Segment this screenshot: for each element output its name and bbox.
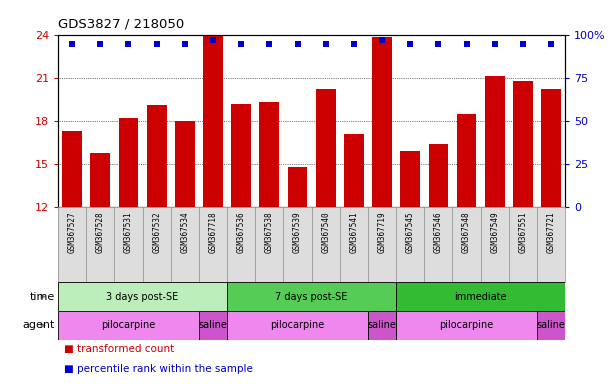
Bar [58, 282, 227, 311]
Bar [537, 311, 565, 340]
Text: GSM367545: GSM367545 [406, 211, 415, 253]
Bar [316, 89, 335, 207]
Text: GSM367528: GSM367528 [96, 211, 105, 253]
Bar [175, 121, 195, 207]
Bar [203, 36, 223, 207]
Text: GSM367546: GSM367546 [434, 211, 443, 253]
Bar [147, 105, 167, 207]
Text: GSM367532: GSM367532 [152, 211, 161, 253]
Bar [119, 118, 138, 207]
Text: GDS3827 / 218050: GDS3827 / 218050 [58, 18, 185, 31]
Point [208, 36, 218, 43]
Bar [541, 89, 561, 207]
Point [546, 41, 556, 47]
Point [518, 41, 528, 47]
Text: GSM367551: GSM367551 [518, 211, 527, 253]
Point [462, 41, 472, 47]
Point [405, 41, 415, 47]
Text: time: time [30, 291, 55, 302]
Text: GSM367531: GSM367531 [124, 211, 133, 253]
Text: GSM367540: GSM367540 [321, 211, 330, 253]
Point [265, 41, 274, 47]
Point [349, 41, 359, 47]
Point [490, 41, 500, 47]
Text: GSM367534: GSM367534 [180, 211, 189, 253]
Text: pilocarpine: pilocarpine [271, 320, 324, 331]
Text: saline: saline [536, 320, 566, 331]
Point [293, 41, 302, 47]
Bar [368, 311, 396, 340]
Text: immediate: immediate [455, 291, 507, 302]
Bar [90, 152, 110, 207]
Text: pilocarpine: pilocarpine [439, 320, 494, 331]
Point [377, 36, 387, 43]
Text: GSM367541: GSM367541 [349, 211, 359, 253]
Bar [260, 102, 279, 207]
Text: GSM367549: GSM367549 [490, 211, 499, 253]
Bar [58, 311, 199, 340]
Bar [396, 282, 565, 311]
Text: GSM367538: GSM367538 [265, 211, 274, 253]
Point [152, 41, 161, 47]
Bar [372, 37, 392, 207]
Bar [227, 311, 368, 340]
Text: GSM367527: GSM367527 [68, 211, 76, 253]
Bar [456, 114, 477, 207]
Bar [232, 104, 251, 207]
Bar [428, 144, 448, 207]
Text: 7 days post-SE: 7 days post-SE [276, 291, 348, 302]
Text: GSM367539: GSM367539 [293, 211, 302, 253]
Bar [396, 311, 537, 340]
Text: GSM367721: GSM367721 [547, 211, 555, 253]
Point [67, 41, 77, 47]
Point [95, 41, 105, 47]
Text: GSM367536: GSM367536 [236, 211, 246, 253]
Text: ■ transformed count: ■ transformed count [64, 344, 174, 354]
Text: pilocarpine: pilocarpine [101, 320, 156, 331]
Text: GSM367718: GSM367718 [208, 211, 218, 253]
Text: ■ percentile rank within the sample: ■ percentile rank within the sample [64, 364, 253, 374]
Text: agent: agent [23, 320, 55, 331]
Bar [513, 81, 533, 207]
Point [123, 41, 133, 47]
Bar [485, 76, 505, 207]
Bar [288, 167, 307, 207]
Point [321, 41, 331, 47]
Text: 3 days post-SE: 3 days post-SE [106, 291, 178, 302]
Point [236, 41, 246, 47]
Bar [199, 311, 227, 340]
Point [434, 41, 444, 47]
Bar [62, 131, 82, 207]
Text: saline: saline [199, 320, 227, 331]
Bar [227, 282, 396, 311]
Bar [400, 151, 420, 207]
Bar [344, 134, 364, 207]
Point [180, 41, 189, 47]
Text: GSM367548: GSM367548 [462, 211, 471, 253]
Text: GSM367719: GSM367719 [378, 211, 387, 253]
Text: saline: saline [368, 320, 397, 331]
